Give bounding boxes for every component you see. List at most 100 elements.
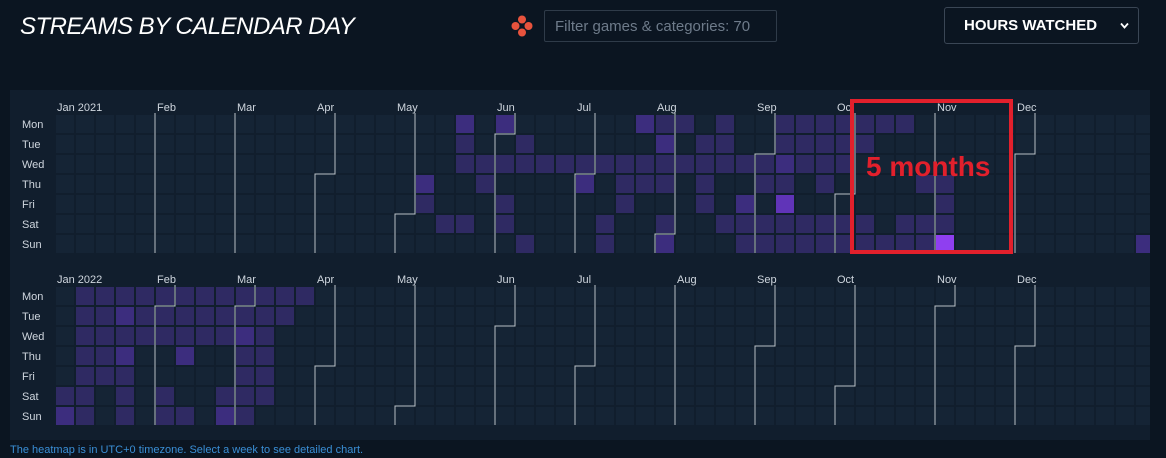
- heatmap-cell[interactable]: [116, 235, 134, 253]
- heatmap-cell[interactable]: [376, 135, 394, 153]
- heatmap-cell[interactable]: [756, 407, 774, 425]
- heatmap-cell[interactable]: [956, 215, 974, 233]
- heatmap-cell[interactable]: [776, 175, 794, 193]
- heatmap-cell[interactable]: [76, 135, 94, 153]
- heatmap-cell[interactable]: [696, 175, 714, 193]
- heatmap-cell[interactable]: [736, 387, 754, 405]
- heatmap-cell[interactable]: [576, 175, 594, 193]
- heatmap-cell[interactable]: [796, 407, 814, 425]
- heatmap-cell[interactable]: [336, 115, 354, 133]
- heatmap-cell[interactable]: [156, 155, 174, 173]
- heatmap-cell[interactable]: [76, 215, 94, 233]
- heatmap-cell[interactable]: [616, 347, 634, 365]
- heatmap-cell[interactable]: [136, 235, 154, 253]
- heatmap-cell[interactable]: [536, 367, 554, 385]
- heatmap-cell[interactable]: [356, 195, 374, 213]
- heatmap-cell[interactable]: [836, 347, 854, 365]
- heatmap-cell[interactable]: [776, 195, 794, 213]
- heatmap-cell[interactable]: [1096, 327, 1114, 345]
- week-column[interactable]: [1036, 115, 1054, 253]
- heatmap-cell[interactable]: [56, 195, 74, 213]
- heatmap-cell[interactable]: [1036, 175, 1054, 193]
- heatmap-cell[interactable]: [196, 407, 214, 425]
- week-column[interactable]: [616, 287, 634, 425]
- heatmap-cell[interactable]: [676, 327, 694, 345]
- heatmap-cell[interactable]: [696, 407, 714, 425]
- heatmap-cell[interactable]: [556, 235, 574, 253]
- heatmap-cell[interactable]: [356, 327, 374, 345]
- heatmap-cell[interactable]: [396, 407, 414, 425]
- heatmap-cell[interactable]: [776, 387, 794, 405]
- heatmap-cell[interactable]: [136, 307, 154, 325]
- heatmap-cell[interactable]: [596, 175, 614, 193]
- heatmap-cell[interactable]: [416, 327, 434, 345]
- heatmap-cell[interactable]: [156, 235, 174, 253]
- heatmap-cell[interactable]: [976, 327, 994, 345]
- heatmap-cell[interactable]: [836, 407, 854, 425]
- heatmap-cell[interactable]: [856, 155, 874, 173]
- heatmap-cell[interactable]: [1016, 307, 1034, 325]
- heatmap-cell[interactable]: [656, 387, 674, 405]
- heatmap-cell[interactable]: [716, 135, 734, 153]
- heatmap-cell[interactable]: [796, 347, 814, 365]
- heatmap-cell[interactable]: [896, 195, 914, 213]
- heatmap-cell[interactable]: [176, 155, 194, 173]
- week-column[interactable]: [1076, 287, 1094, 425]
- heatmap-cell[interactable]: [296, 407, 314, 425]
- week-column[interactable]: [356, 115, 374, 253]
- heatmap-cell[interactable]: [296, 347, 314, 365]
- heatmap-cell[interactable]: [616, 327, 634, 345]
- heatmap-cell[interactable]: [1116, 135, 1134, 153]
- heatmap-cell[interactable]: [216, 155, 234, 173]
- heatmap-cell[interactable]: [1016, 327, 1034, 345]
- heatmap-cell[interactable]: [56, 387, 74, 405]
- heatmap-cell[interactable]: [536, 175, 554, 193]
- heatmap-cell[interactable]: [316, 287, 334, 305]
- heatmap-cell[interactable]: [676, 175, 694, 193]
- heatmap-cell[interactable]: [1096, 407, 1114, 425]
- heatmap-cell[interactable]: [536, 115, 554, 133]
- heatmap-cell[interactable]: [776, 155, 794, 173]
- heatmap-cell[interactable]: [76, 327, 94, 345]
- heatmap-cell[interactable]: [556, 215, 574, 233]
- heatmap-cell[interactable]: [276, 407, 294, 425]
- week-column[interactable]: [56, 115, 74, 253]
- heatmap-cell[interactable]: [276, 287, 294, 305]
- heatmap-cell[interactable]: [916, 135, 934, 153]
- heatmap-cell[interactable]: [876, 407, 894, 425]
- heatmap-cell[interactable]: [596, 327, 614, 345]
- heatmap-cell[interactable]: [396, 215, 414, 233]
- week-column[interactable]: [356, 287, 374, 425]
- heatmap-cell[interactable]: [476, 347, 494, 365]
- week-column[interactable]: [476, 287, 494, 425]
- heatmap-cell[interactable]: [856, 347, 874, 365]
- heatmap-cell[interactable]: [796, 215, 814, 233]
- heatmap-cell[interactable]: [176, 307, 194, 325]
- heatmap-cell[interactable]: [256, 195, 274, 213]
- heatmap-cell[interactable]: [756, 155, 774, 173]
- heatmap-cell[interactable]: [656, 367, 674, 385]
- heatmap-cell[interactable]: [456, 115, 474, 133]
- heatmap-cell[interactable]: [56, 155, 74, 173]
- week-column[interactable]: [436, 115, 454, 253]
- heatmap-cell[interactable]: [636, 347, 654, 365]
- heatmap-cell[interactable]: [116, 115, 134, 133]
- heatmap-cell[interactable]: [456, 327, 474, 345]
- heatmap-cell[interactable]: [256, 407, 274, 425]
- week-column[interactable]: [456, 115, 474, 253]
- heatmap-cell[interactable]: [216, 347, 234, 365]
- heatmap-cell[interactable]: [476, 155, 494, 173]
- heatmap-cell[interactable]: [116, 407, 134, 425]
- heatmap-cell[interactable]: [76, 387, 94, 405]
- heatmap-cell[interactable]: [696, 115, 714, 133]
- heatmap-cell[interactable]: [676, 115, 694, 133]
- week-column[interactable]: [1056, 115, 1074, 253]
- heatmap-cell[interactable]: [96, 327, 114, 345]
- heatmap-cell[interactable]: [96, 175, 114, 193]
- heatmap-cell[interactable]: [156, 215, 174, 233]
- heatmap-cell[interactable]: [856, 307, 874, 325]
- heatmap-cell[interactable]: [1036, 307, 1054, 325]
- heatmap-cell[interactable]: [496, 307, 514, 325]
- heatmap-cell[interactable]: [576, 115, 594, 133]
- heatmap-cell[interactable]: [936, 235, 954, 253]
